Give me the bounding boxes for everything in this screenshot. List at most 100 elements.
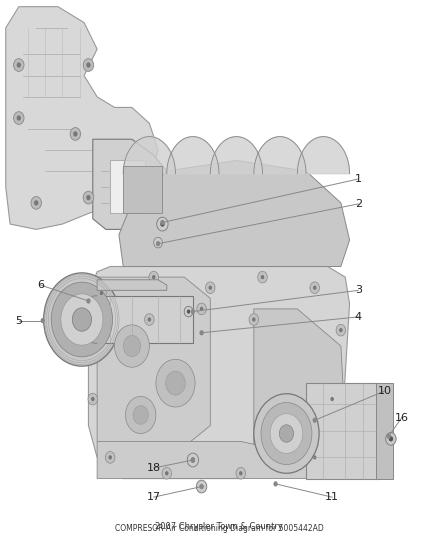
Text: 5: 5 xyxy=(15,316,22,326)
Polygon shape xyxy=(88,266,350,479)
Circle shape xyxy=(160,221,165,227)
Polygon shape xyxy=(254,309,345,468)
Circle shape xyxy=(166,371,185,395)
Circle shape xyxy=(17,62,21,68)
Circle shape xyxy=(44,273,120,366)
Circle shape xyxy=(14,59,24,71)
Circle shape xyxy=(41,318,45,323)
Circle shape xyxy=(34,200,39,206)
Circle shape xyxy=(157,217,168,231)
Circle shape xyxy=(191,457,195,463)
Polygon shape xyxy=(110,160,145,214)
Circle shape xyxy=(86,62,91,68)
Bar xyxy=(306,383,380,479)
Circle shape xyxy=(160,220,165,225)
Text: 1: 1 xyxy=(355,174,362,184)
Circle shape xyxy=(31,197,42,209)
Polygon shape xyxy=(97,280,167,290)
Circle shape xyxy=(200,307,203,311)
Circle shape xyxy=(249,314,258,325)
Polygon shape xyxy=(119,160,350,266)
Polygon shape xyxy=(210,136,262,174)
Circle shape xyxy=(339,328,343,332)
Circle shape xyxy=(200,484,203,489)
Circle shape xyxy=(184,306,193,317)
Polygon shape xyxy=(97,277,210,457)
Circle shape xyxy=(61,294,103,345)
Bar xyxy=(123,166,162,214)
Circle shape xyxy=(83,59,94,71)
Circle shape xyxy=(91,328,95,332)
Circle shape xyxy=(97,287,106,299)
Circle shape xyxy=(191,457,195,463)
Polygon shape xyxy=(167,136,219,174)
Circle shape xyxy=(187,453,198,467)
Circle shape xyxy=(51,282,113,357)
Circle shape xyxy=(86,298,91,304)
Text: 11: 11 xyxy=(325,492,339,502)
Circle shape xyxy=(310,451,320,463)
Polygon shape xyxy=(123,136,176,174)
Circle shape xyxy=(100,291,103,295)
Circle shape xyxy=(187,310,190,314)
Circle shape xyxy=(389,436,393,441)
Circle shape xyxy=(261,402,312,465)
Text: 2: 2 xyxy=(355,199,362,209)
Circle shape xyxy=(86,195,91,200)
Circle shape xyxy=(156,359,195,407)
Circle shape xyxy=(205,282,215,294)
Circle shape xyxy=(196,480,207,493)
Polygon shape xyxy=(93,139,167,229)
Circle shape xyxy=(162,467,172,479)
Text: 4: 4 xyxy=(355,312,362,322)
Circle shape xyxy=(336,324,346,336)
Circle shape xyxy=(261,275,264,279)
Circle shape xyxy=(191,309,195,314)
Circle shape xyxy=(165,471,169,475)
Text: 18: 18 xyxy=(147,463,161,473)
Polygon shape xyxy=(297,136,350,174)
Circle shape xyxy=(148,317,151,321)
Circle shape xyxy=(330,397,334,401)
Polygon shape xyxy=(6,7,158,229)
Circle shape xyxy=(279,425,293,442)
Circle shape xyxy=(73,131,78,136)
Circle shape xyxy=(125,397,156,433)
Circle shape xyxy=(17,115,21,120)
Circle shape xyxy=(273,481,278,487)
Circle shape xyxy=(310,282,320,294)
Circle shape xyxy=(72,308,92,331)
Circle shape xyxy=(156,241,160,246)
Circle shape xyxy=(83,191,94,204)
Circle shape xyxy=(14,112,24,124)
Circle shape xyxy=(258,271,267,283)
Polygon shape xyxy=(254,136,306,174)
Bar xyxy=(97,296,193,343)
Circle shape xyxy=(327,393,337,405)
Circle shape xyxy=(387,433,391,439)
Circle shape xyxy=(133,406,148,424)
Circle shape xyxy=(154,237,162,248)
Bar xyxy=(376,383,393,479)
Circle shape xyxy=(199,330,204,335)
Circle shape xyxy=(70,127,81,140)
Circle shape xyxy=(123,335,141,357)
Circle shape xyxy=(197,303,206,315)
Circle shape xyxy=(91,397,95,401)
Circle shape xyxy=(208,286,212,290)
Circle shape xyxy=(199,484,204,489)
Circle shape xyxy=(109,455,112,459)
Circle shape xyxy=(313,418,317,423)
Text: 3: 3 xyxy=(355,285,362,295)
Circle shape xyxy=(88,324,98,336)
Text: 2007 Chrysler Town & Country: 2007 Chrysler Town & Country xyxy=(155,522,283,531)
Circle shape xyxy=(149,271,159,283)
Circle shape xyxy=(88,393,98,405)
Text: 6: 6 xyxy=(37,280,44,290)
Circle shape xyxy=(313,455,317,459)
Polygon shape xyxy=(97,441,315,479)
Text: 10: 10 xyxy=(378,386,392,396)
Circle shape xyxy=(115,325,149,367)
Circle shape xyxy=(145,314,154,325)
Circle shape xyxy=(254,394,319,473)
